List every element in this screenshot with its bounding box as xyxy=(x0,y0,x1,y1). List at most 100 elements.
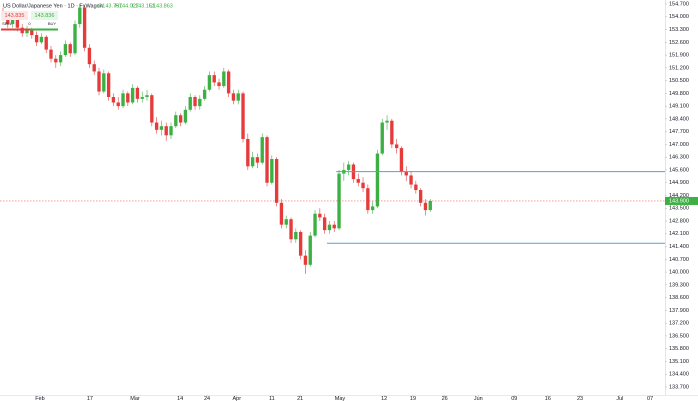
sell-price[interactable]: 143.835 xyxy=(5,13,25,19)
candle-body xyxy=(279,202,284,225)
candle-body xyxy=(164,126,168,136)
candle-body xyxy=(217,82,221,87)
y-tick-label: 149.800 xyxy=(669,91,689,97)
y-tick-label: 135.100 xyxy=(669,359,689,365)
symbol-title[interactable]: US Dollar/Japanese Yen · 1D · FxWagon xyxy=(3,3,103,9)
y-tick-label: 152.600 xyxy=(669,40,689,46)
ohlc-value: O143.757 xyxy=(98,3,122,9)
buy-price-bg[interactable] xyxy=(31,11,58,20)
y-tick-label: 136.500 xyxy=(669,333,689,339)
y-tick-label: 135.800 xyxy=(669,346,689,352)
spread: 0 xyxy=(28,21,31,26)
candle-body xyxy=(212,75,216,83)
x-tick-label: 21 xyxy=(297,396,303,401)
candle-body xyxy=(284,219,288,225)
x-tick-label: 16 xyxy=(545,396,551,401)
candle-body xyxy=(260,137,264,163)
buy-bar xyxy=(30,28,58,31)
header[interactable]: US Dollar/Japanese Yen · 1D · FxWagon xyxy=(3,3,103,9)
candle-body xyxy=(111,97,116,103)
candle-body xyxy=(87,47,92,65)
candle-body xyxy=(15,18,20,28)
candle-body xyxy=(78,7,82,25)
y-tick-label: 149.100 xyxy=(669,104,689,110)
ohlc-value: H144.027 xyxy=(115,3,139,9)
candle-body xyxy=(327,224,332,231)
y-tick-label: 137.900 xyxy=(669,308,689,314)
candle-body xyxy=(318,213,322,218)
last-price-tag xyxy=(665,196,698,205)
y-tick-label: 142.800 xyxy=(669,218,689,224)
y-tick-label: 154.000 xyxy=(669,14,689,20)
candle-body xyxy=(135,87,140,99)
candle-body xyxy=(82,7,87,48)
y-tick-label: 148.400 xyxy=(669,116,689,122)
candle-body xyxy=(255,157,260,163)
y-tick-label: 145.600 xyxy=(669,167,689,173)
x-tick-label: Apr xyxy=(233,396,242,401)
y-tick-label: 133.700 xyxy=(669,384,689,390)
candle-body xyxy=(375,153,380,207)
candle-body xyxy=(332,224,336,229)
candle-body xyxy=(30,29,34,36)
x-tick-label: 19 xyxy=(410,396,416,401)
candle-body xyxy=(126,93,130,103)
candle-body xyxy=(303,255,308,265)
candle-body xyxy=(6,16,10,25)
candle-body xyxy=(423,202,428,211)
candle-body xyxy=(116,102,120,107)
candle-body xyxy=(102,73,106,92)
y-tick-label: 151.200 xyxy=(669,65,689,71)
candle-body xyxy=(274,159,279,203)
candle-body xyxy=(409,175,413,185)
y-tick-label: 153.300 xyxy=(669,27,689,33)
candle-body xyxy=(270,159,274,183)
y-tick-label: 150.500 xyxy=(669,78,689,84)
buy-price[interactable]: 143.836 xyxy=(35,13,55,19)
candle-body xyxy=(250,157,255,167)
candle-body xyxy=(63,44,68,56)
sell-button[interactable]: SELL xyxy=(2,21,13,26)
sell-price-bg[interactable] xyxy=(1,11,28,20)
x-tick-label: 09 xyxy=(511,396,517,401)
y-tick-label: 140.700 xyxy=(669,257,689,263)
candle-body xyxy=(159,126,164,130)
candle-body xyxy=(174,115,178,127)
y-tick-label: 144.900 xyxy=(669,180,689,186)
candle-body xyxy=(130,87,135,103)
x-tick-label: 26 xyxy=(442,396,448,401)
x-tick-label: Feb xyxy=(35,396,44,401)
x-tick-label: May xyxy=(335,396,346,401)
candle-body xyxy=(390,120,394,145)
buy-button[interactable]: BUY xyxy=(48,21,57,26)
candle-body xyxy=(73,24,77,54)
y-tick-label: 146.300 xyxy=(669,155,689,161)
candle-body xyxy=(97,71,101,92)
ohlc-value: C143.863 xyxy=(149,3,173,9)
candle-body xyxy=(231,93,236,101)
trade-box[interactable]: 143.835 143.836 SELL 0 BUY xyxy=(1,11,58,31)
plot xyxy=(0,4,665,274)
y-tick-label: 143.500 xyxy=(669,206,689,212)
candle-body xyxy=(346,164,351,170)
candle-body xyxy=(106,73,111,98)
y-tick-label: 140.000 xyxy=(669,270,689,276)
x-tick-label: 07 xyxy=(647,396,653,401)
candle-body xyxy=(370,206,375,211)
candle-body xyxy=(207,75,212,90)
x-tick-label: 23 xyxy=(577,396,583,401)
candle-body xyxy=(188,97,192,110)
candle-body xyxy=(322,217,327,231)
candle-body xyxy=(58,55,63,63)
x-tick-label: 14 xyxy=(177,396,183,401)
candle-body xyxy=(308,235,312,265)
y-tick-label: 154.700 xyxy=(669,1,689,7)
y-tick-label: 137.200 xyxy=(669,321,689,327)
y-tick-label: 147.000 xyxy=(669,142,689,148)
candle-body xyxy=(178,115,183,123)
x-tick-label: 11 xyxy=(269,396,275,401)
sell-bar xyxy=(1,28,30,31)
